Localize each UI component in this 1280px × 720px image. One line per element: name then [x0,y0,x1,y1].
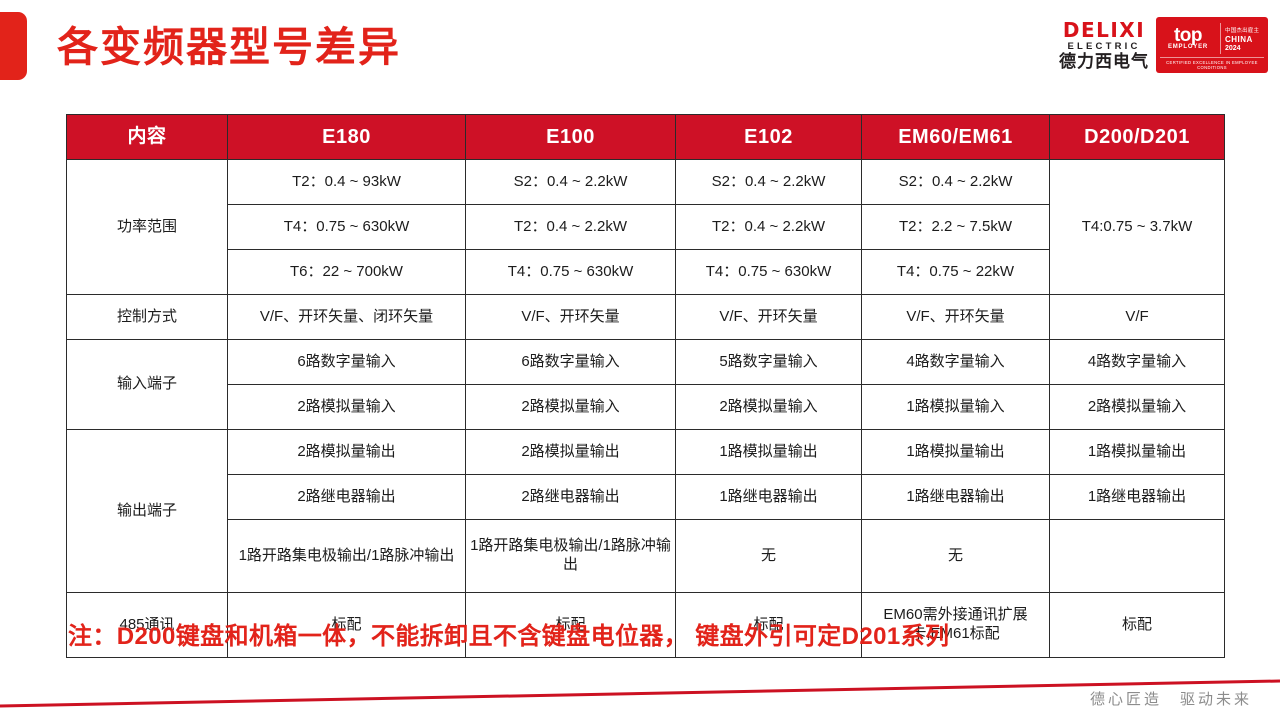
th-em60-em61: EM60/EM61 [861,114,1050,160]
cell-power-r2-em60: T2：2.2 ~ 7.5kW [861,204,1050,250]
cell-output-r1-e180: 2路模拟量输出 [227,429,466,475]
badge-main: top EMPLOYER 中国杰出雇主 CHINA 2024 [1160,20,1264,57]
cell-power-r2-e180: T4：0.75 ~ 630kW [227,204,466,250]
slide-footer: 德心匠造 驱动未来 [0,660,1280,720]
th-e102: E102 [675,114,862,160]
cell-comm-d200: 标配 [1049,592,1225,658]
cell-output-r3-e100: 1路开路集电极输出/1路脉冲输出 [465,519,676,593]
table-row: 2路模拟量输入 2路模拟量输入 2路模拟量输入 1路模拟量输入 2路模拟量输入 [67,384,1225,430]
cell-input-r1-e100: 6路数字量输入 [465,339,676,385]
cell-output-r3-e102: 无 [675,519,862,593]
table-row: T6：22 ~ 700kW T4：0.75 ~ 630kW T4：0.75 ~ … [67,249,1225,295]
cell-output-r1-e102: 1路模拟量输出 [675,429,862,475]
row-label-input-terminals: 输入端子 [66,339,228,430]
cell-input-r2-e180: 2路模拟量输入 [227,384,466,430]
badge-left: top EMPLOYER [1160,25,1216,50]
cell-output-r2-em60: 1路继电器输出 [861,474,1050,520]
cell-output-r1-e100: 2路模拟量输出 [465,429,676,475]
cell-output-r2-e102: 1路继电器输出 [675,474,862,520]
cell-output-r3-em60: 无 [861,519,1050,593]
cell-power-r1-e102: S2：0.4 ~ 2.2kW [675,159,862,205]
th-e180: E180 [227,114,466,160]
table-row: 输入端子 6路数字量输入 6路数字量输入 5路数字量输入 4路数字量输入 4路数… [66,339,1225,430]
footnote-text: 注：D200键盘和机箱一体，不能拆卸且不含键盘电位器， 键盘外引可定D201系列 [68,623,950,650]
table-row: T4：0.75 ~ 630kW T2：0.4 ~ 2.2kW T2：0.4 ~ … [67,204,1225,250]
table-row: 控制方式 V/F、开环矢量、闭环矢量 V/F、开环矢量 V/F、开环矢量 V/F… [66,294,1225,340]
table-row: 功率范围 T2：0.4 ~ 93kW S2：0.4 ~ 2.2kW S2：0.4… [66,159,1225,295]
table-header-row: 内容 E180 E100 E102 EM60/EM61 D200/D201 [66,114,1225,160]
cell-power-r1-em60: S2：0.4 ~ 2.2kW [861,159,1050,205]
th-e100: E100 [465,114,676,160]
page-title: 各变频器型号差异 [57,24,401,70]
cell-power-r3-e102: T4：0.75 ~ 630kW [675,249,862,295]
table-body: 功率范围 T2：0.4 ~ 93kW S2：0.4 ~ 2.2kW S2：0.4… [66,159,1225,658]
badge-cn-line: 中国杰出雇主 [1225,27,1260,34]
cell-comm-e180: 标配 [227,592,466,658]
cell-power-r3-e180: T6：22 ~ 700kW [227,249,466,295]
cell-input-r1-d200: 4路数字量输入 [1049,339,1225,385]
table-row: 输出端子 2路模拟量输出 2路模拟量输出 1路模拟量输出 1路模拟量输出 1路模… [66,429,1225,593]
delixi-wordmark: DELIXI [1062,17,1146,42]
cell-output-r1-em60: 1路模拟量输出 [861,429,1050,475]
cell-comm-e100: 标配 [465,592,676,658]
title-accent-bar [0,12,27,80]
cell-input-r1-e102: 5路数字量输入 [675,339,862,385]
footer-tagline: 德心匠造 驱动未来 [1089,691,1252,708]
row-label-power-range: 功率范围 [66,159,228,295]
badge-employer-text: EMPLOYER [1167,44,1209,50]
cell-comm-em60: EM60需外接通讯扩展卡,EM61标配 [861,592,1050,658]
cell-power-r3-e100: T4：0.75 ~ 630kW [465,249,676,295]
cell-control-e100: V/F、开环矢量 [465,294,676,340]
cell-output-r2-e180: 2路继电器输出 [227,474,466,520]
cell-input-r2-e102: 2路模拟量输入 [675,384,862,430]
badge-year: 2024 [1225,44,1241,52]
cell-input-r1-e180: 6路数字量输入 [227,339,466,385]
delixi-electric-label: ELECTRIC [1067,40,1141,52]
cell-power-r3-em60: T4：0.75 ~ 22kW [861,249,1050,295]
cell-output-r2-d200: 1路继电器输出 [1049,474,1225,520]
cell-input-r1-em60: 4路数字量输入 [861,339,1050,385]
badge-top-text: top [1173,25,1203,46]
badge-certified-text: CERTIFIED EXCELLENCE IN EMPLOYEE CONDITI… [1160,57,1264,70]
badge-right: 中国杰出雇主 CHINA 2024 [1225,26,1264,52]
cell-output-r2-e100: 2路继电器输出 [465,474,676,520]
cell-output-r1-d200: 1路模拟量输出 [1049,429,1225,475]
cell-input-r2-e100: 2路模拟量输入 [465,384,676,430]
cell-power-r1-e180: T2：0.4 ~ 93kW [227,159,466,205]
footer-rule-line [0,679,1280,708]
badge-divider [1220,23,1221,54]
th-d200-d201: D200/D201 [1049,114,1225,160]
table-row: 2路继电器输出 2路继电器输出 1路继电器输出 1路继电器输出 1路继电器输出 [67,474,1225,520]
row-label-output-terminals: 输出端子 [66,429,228,593]
cell-power-r2-e100: T2：0.4 ~ 2.2kW [465,204,676,250]
cell-input-r2-em60: 1路模拟量输入 [861,384,1050,430]
row-label-485-comm: 485通讯 [66,592,228,658]
cell-output-r3-e180: 1路开路集电极输出/1路脉冲输出 [227,519,466,593]
brand-logo: DELIXI ELECTRIC 德力西电气 top EMPLOYER 中国杰出雇… [1059,14,1268,76]
cell-control-em60: V/F、开环矢量 [861,294,1050,340]
cell-power-r2-e102: T2：0.4 ~ 2.2kW [675,204,862,250]
row-label-control-mode: 控制方式 [66,294,228,340]
slide-header: 各变频器型号差异 DELIXI ELECTRIC 德力西电气 top EMPLO… [0,0,1280,100]
cell-comm-e102: 标配 [675,592,862,658]
cell-control-e180: V/F、开环矢量、闭环矢量 [227,294,466,340]
cell-power-d200-merged: T4:0.75 ~ 3.7kW [1049,159,1225,295]
top-employer-badge-icon: top EMPLOYER 中国杰出雇主 CHINA 2024 CERTIFIED… [1156,17,1268,73]
cell-input-r2-d200: 2路模拟量输入 [1049,384,1225,430]
badge-country: CHINA [1225,34,1253,44]
cell-control-e102: V/F、开环矢量 [675,294,862,340]
table-head: 内容 E180 E100 E102 EM60/EM61 D200/D201 [66,114,1225,160]
table-row: 485通讯 标配 标配 标配 EM60需外接通讯扩展卡,EM61标配 标配 [66,592,1225,658]
delixi-logo: DELIXI ELECTRIC 德力西电气 [1059,20,1149,71]
cell-power-r1-e100: S2：0.4 ~ 2.2kW [465,159,676,205]
th-content: 内容 [66,114,228,160]
delixi-chinese-name: 德力西电气 [1059,52,1149,72]
cell-output-r3-d200 [1049,519,1225,593]
cell-control-d200: V/F [1049,294,1225,340]
spec-comparison-table: 内容 E180 E100 E102 EM60/EM61 D200/D201 功率… [66,114,1225,658]
table-row: 1路开路集电极输出/1路脉冲输出 1路开路集电极输出/1路脉冲输出 无 无 [67,519,1225,593]
